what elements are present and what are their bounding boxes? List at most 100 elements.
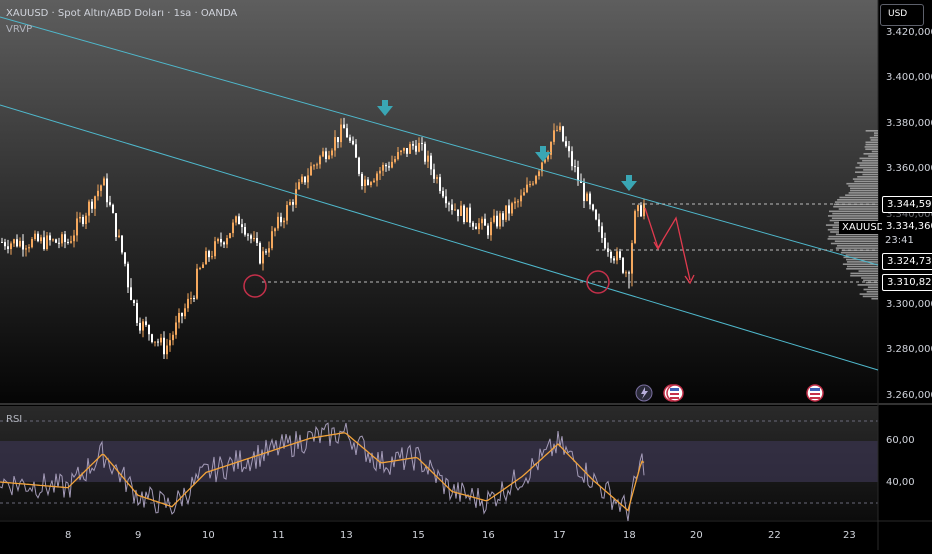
candle-body [352, 140, 354, 145]
indicator-label-rsi[interactable]: RSI [6, 414, 23, 425]
candle-body [7, 246, 9, 250]
candle-body [94, 196, 96, 209]
support-circle-left [243, 274, 267, 298]
channel-lower-line [0, 104, 879, 371]
candle-body [571, 151, 573, 167]
candle-body [637, 205, 639, 212]
candle-body [256, 237, 258, 243]
candle-body [130, 287, 132, 301]
candle-body [121, 235, 123, 253]
candle-body [322, 151, 324, 157]
volume-profile-bar [850, 274, 878, 277]
price-tick: 3.400,000 [886, 72, 932, 83]
volume-profile-bar [871, 150, 878, 153]
volume-profile-bar [846, 265, 878, 268]
candle-body [523, 192, 525, 196]
volume-profile-bar [863, 169, 878, 171]
symbol-title[interactable]: XAUUSD · Spot Altın/ABD Doları · 1sa · O… [6, 8, 238, 19]
candle-body [55, 239, 57, 243]
candle-body [148, 324, 150, 335]
candle-body [220, 238, 222, 243]
candle-body [319, 156, 321, 165]
volume-profile-bar [840, 251, 878, 254]
candle-body [46, 235, 48, 250]
candle-body [244, 227, 246, 235]
down-arrow-icon [377, 100, 393, 116]
candle-body [160, 337, 162, 343]
candle-body [370, 182, 372, 186]
candle-body [418, 142, 420, 152]
candle-body [457, 209, 459, 216]
volume-profile-bar [855, 171, 878, 173]
volume-profile-bar [835, 233, 878, 236]
candle-body [310, 166, 312, 176]
candle-body [34, 233, 36, 240]
candle-body [640, 205, 642, 217]
volume-profile-bar [848, 185, 878, 187]
volume-profile-bar [859, 293, 878, 295]
candle-body [424, 143, 426, 162]
candle-body [349, 137, 351, 141]
candle-body [139, 322, 141, 331]
candle-body [13, 239, 15, 244]
volume-profile-bar [848, 192, 878, 194]
candle-body [490, 221, 492, 236]
candle-body [634, 211, 636, 244]
candle-body [412, 144, 414, 146]
candle-body [238, 216, 240, 225]
candle-body [259, 242, 261, 264]
candle-body [292, 202, 294, 205]
candle-body [136, 303, 138, 323]
candle-body [334, 137, 336, 151]
candle-body [82, 216, 84, 225]
volume-profile-bar [866, 291, 878, 293]
candle-body [394, 159, 396, 162]
level-tag-low: 3.310,829 [882, 274, 932, 291]
volume-profile-bar [857, 176, 878, 178]
volume-profile-bar [865, 130, 878, 132]
candle-body [577, 167, 579, 181]
candle-body [505, 205, 507, 220]
volume-profile-bar [828, 210, 878, 213]
chart-background [0, 0, 878, 404]
candle-body [592, 204, 594, 210]
candle-body [541, 162, 543, 172]
candle-body [25, 248, 27, 250]
candle-body [118, 235, 120, 238]
candle-body [124, 252, 126, 264]
candle-body [211, 256, 213, 258]
candle-body [217, 238, 219, 242]
volume-profile-bar [836, 245, 878, 247]
volume-profile-bar [833, 205, 878, 208]
indicator-label-vrvp[interactable]: VRVP [6, 24, 33, 35]
rsi-ma-line [0, 432, 645, 512]
candle-body [43, 237, 45, 250]
volume-profile-bar [852, 178, 878, 180]
candle-body [568, 146, 570, 152]
candle-body [76, 218, 78, 236]
candle-body [475, 226, 477, 230]
candle-body [502, 213, 504, 220]
candle-body [100, 185, 102, 191]
volume-profile-bar [830, 242, 878, 245]
volume-profile-bar [857, 162, 878, 164]
candle-body [22, 240, 24, 250]
candle-body [175, 322, 177, 335]
candle-body [280, 216, 282, 223]
currency-button[interactable]: USD [880, 4, 924, 26]
candle-body [583, 183, 585, 201]
candle-body [169, 340, 171, 346]
candle-body [283, 220, 285, 223]
candle-body [1, 241, 3, 243]
candle-body [520, 195, 522, 202]
time-tick: 11 [272, 530, 285, 541]
candle-body [145, 321, 147, 325]
candle-body [643, 203, 645, 217]
candle-body [295, 189, 297, 205]
candle-body [421, 142, 423, 144]
candle-body [205, 251, 207, 265]
level-tag-mid: 3.324,731 [882, 253, 932, 270]
price-tick: 3.360,000 [886, 163, 932, 174]
